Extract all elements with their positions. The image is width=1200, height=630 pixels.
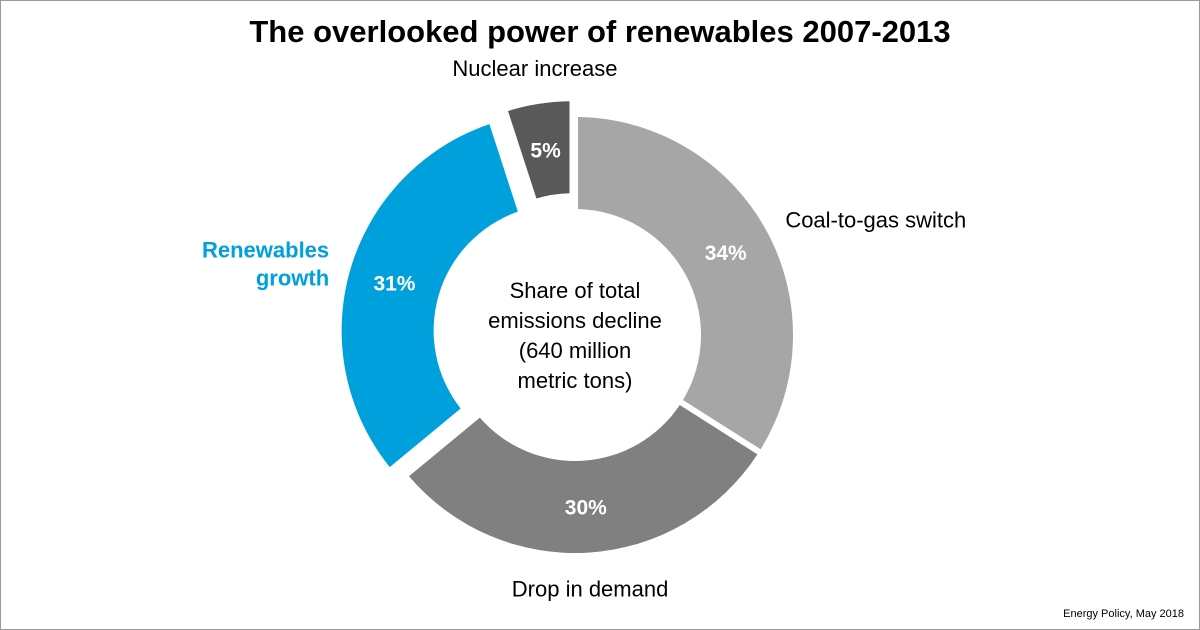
category-label-nuclear-increase: Nuclear increase [452, 56, 617, 81]
slice-drop-in-demand [408, 405, 758, 553]
slice-nuclear-increase [507, 101, 570, 199]
chart-title: The overlooked power of renewables 2007-… [249, 14, 951, 49]
category-label-coal-to-gas-switch: Coal-to-gas switch [785, 207, 966, 232]
category-label-renewables-growth: Renewables growth [202, 238, 329, 291]
slice-renewables-growth [341, 124, 518, 468]
center-label: Share of total emissions decline (640 mill… [488, 278, 662, 393]
slice-coal-to-gas-switch [577, 117, 793, 450]
value-label-renewables-growth: 31% [373, 273, 415, 296]
source-note: Energy Policy, May 2018 [1063, 608, 1184, 620]
category-label-drop-in-demand: Drop in demand [512, 577, 669, 602]
value-label-coal-to-gas-switch: 34% [705, 242, 747, 265]
value-label-nuclear-increase: 5% [530, 139, 561, 162]
value-label-drop-in-demand: 30% [565, 497, 607, 520]
